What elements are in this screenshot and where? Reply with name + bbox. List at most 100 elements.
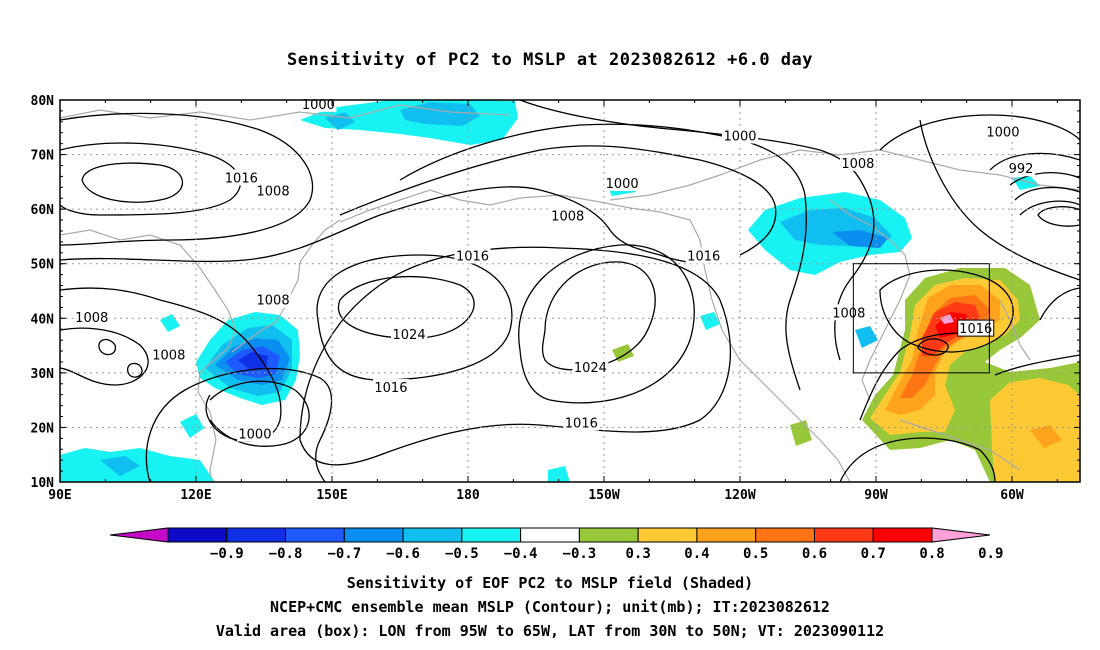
lat-tick-label: 10N <box>31 476 55 491</box>
colorbar-label: 0.7 <box>861 546 886 562</box>
contour-line <box>994 354 1080 376</box>
contour-label-bg <box>372 379 409 396</box>
contour-line <box>519 100 875 361</box>
colorbar-extend-low <box>109 527 169 543</box>
colorbar-extend-high <box>931 527 991 543</box>
lon-axis: 90E 120E 150E 180 150W 120W 90W 60W <box>48 488 1024 503</box>
shade-negative <box>700 312 720 330</box>
colorbar-swatch <box>167 527 228 543</box>
shade-negative <box>180 414 204 438</box>
contour-label-bg <box>1007 160 1036 177</box>
colorbar-label: 0.3 <box>626 546 651 562</box>
caption-line-2: NCEP+CMC ensemble mean MSLP (Contour); u… <box>270 598 830 616</box>
contour-label: 1000 <box>302 98 335 113</box>
plot-frame <box>59 99 1081 483</box>
contour-label-bg <box>391 326 428 343</box>
contour-label: 1000 <box>723 129 756 144</box>
contour-label-bg <box>255 291 292 308</box>
contour-label-bg <box>572 358 609 375</box>
contour-label: 1016 <box>687 250 720 265</box>
lat-tick-label: 70N <box>31 149 55 164</box>
contour-label: 1016 <box>959 322 992 337</box>
colorbar-label: −0.6 <box>386 546 420 562</box>
contour-line <box>60 142 242 216</box>
contour-label-bg <box>454 247 491 264</box>
contour-label: 992 <box>1009 162 1034 177</box>
lon-tick-label: 90E <box>48 488 71 503</box>
contour-label-bg <box>957 319 995 337</box>
contour-line <box>518 244 695 404</box>
colorbar-swatch <box>813 527 874 543</box>
contour-line <box>145 367 333 482</box>
contour-label: 1008 <box>152 348 185 363</box>
colorbar-label: −0.9 <box>210 546 244 562</box>
colorbar-swatch <box>696 527 757 543</box>
contour-label: 1016 <box>225 171 258 186</box>
contour-line <box>81 162 184 203</box>
shade-negative <box>1012 176 1040 190</box>
lon-tick-label: 90W <box>864 488 888 503</box>
shade-positive <box>940 314 954 324</box>
colorbar: −0.9 −0.8 −0.7 −0.6 −0.5 −0.4 −0.3 0.3 0.4 0.5 0.6… <box>109 527 1003 562</box>
contour-line <box>541 261 656 371</box>
contour-label: 1016 <box>456 250 489 265</box>
contour-label-bg <box>150 346 187 363</box>
colorbar-swatch <box>520 527 580 543</box>
colorbar-label: −0.7 <box>327 546 361 562</box>
contour-label-bg <box>830 304 867 321</box>
lat-tick-label: 20N <box>31 421 55 436</box>
colorbar-swatch <box>285 527 345 543</box>
caption-line-3: Valid area (box): LON from 95W to 65W, L… <box>215 622 885 640</box>
contour-label: 1008 <box>257 185 290 200</box>
contour-label-bg <box>255 182 292 199</box>
lat-tick-label: 60N <box>31 203 55 218</box>
lon-tick-label: 180 <box>456 488 480 503</box>
colorbar-swatch <box>402 527 463 543</box>
contour-line <box>917 338 949 356</box>
lat-tick-label: 40N <box>31 312 55 327</box>
valid-area-box <box>852 263 990 374</box>
contour-label-bg <box>223 169 260 186</box>
contour-line <box>127 362 143 378</box>
contour-label: 1016 <box>374 381 407 396</box>
shade-negative <box>100 456 140 476</box>
contour-line <box>1014 186 1080 201</box>
shade-positive <box>612 344 634 362</box>
contour-label: 1016 <box>565 417 598 432</box>
contour-line <box>879 114 1080 151</box>
colorbar-swatch <box>226 527 287 543</box>
contour-label-bg <box>604 174 641 191</box>
contour-line <box>60 186 716 264</box>
lat-tick-label: 30N <box>31 367 55 382</box>
contour-line <box>209 380 310 447</box>
contour-line <box>1037 206 1080 227</box>
contour-line <box>859 332 981 421</box>
colorbar-label: 0.8 <box>919 546 944 562</box>
colorbar-label: −0.5 <box>445 546 479 562</box>
shade-negative <box>238 352 268 370</box>
shade-positive <box>790 420 812 446</box>
shade-positive <box>1030 425 1062 448</box>
contour-label: 1008 <box>832 306 865 321</box>
lat-axis: 80N 70N 60N 50N 40N 30N 20N 10N <box>31 94 55 491</box>
lon-tick-label: 150W <box>588 488 619 503</box>
contour-label-bg <box>722 127 758 144</box>
contour-label: 1008 <box>841 157 874 172</box>
colorbar-label: −0.4 <box>504 546 538 562</box>
contour-line <box>989 152 1080 171</box>
mslp-contours <box>60 100 1080 482</box>
contour-line <box>879 269 1014 353</box>
colorbar-label: 0.4 <box>684 546 709 562</box>
contour-line <box>98 338 117 356</box>
contour-label-bg <box>73 309 110 326</box>
contour-line <box>60 327 149 386</box>
shading-layer <box>60 100 1080 482</box>
lon-tick-label: 60W <box>1000 488 1024 503</box>
contour-label: 1024 <box>574 361 607 376</box>
colorbar-swatch <box>872 527 933 543</box>
lat-tick-label: 80N <box>31 94 55 109</box>
contour-line <box>60 112 314 246</box>
colorbar-swatch <box>578 527 639 543</box>
lon-tick-label: 150E <box>316 488 347 503</box>
